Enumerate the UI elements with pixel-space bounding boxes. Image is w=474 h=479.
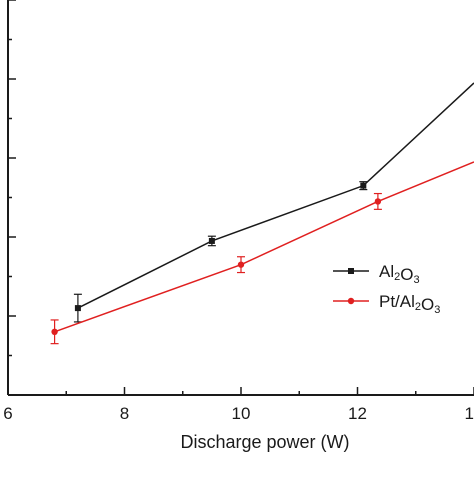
legend-marker xyxy=(348,268,354,274)
x-tick-label: 12 xyxy=(348,404,367,423)
x-tick-label: 10 xyxy=(232,404,251,423)
legend-label: Pt/Al2O3 xyxy=(379,292,440,316)
legend-text: O xyxy=(421,295,434,314)
x-tick-label: 8 xyxy=(120,404,129,423)
legend-text: O xyxy=(400,265,413,284)
data-point xyxy=(360,182,367,189)
legend-subscript: 3 xyxy=(434,304,440,316)
legend-text: Al xyxy=(379,262,394,281)
legend-label: Al2O3 xyxy=(379,262,420,286)
data-point xyxy=(374,198,382,205)
data-point xyxy=(51,328,58,335)
x-tick-label: 14 xyxy=(465,404,474,423)
plot-series xyxy=(50,82,474,345)
data-point xyxy=(74,305,81,312)
series-line xyxy=(77,82,474,309)
legend-subscript: 3 xyxy=(413,274,419,286)
series-1 xyxy=(50,161,474,345)
x-tick-label: 6 xyxy=(3,404,12,423)
legend-subscript: 2 xyxy=(394,271,400,283)
data-point xyxy=(237,261,245,268)
legend-item-1: Pt/Al2O3 xyxy=(333,292,440,316)
series-line xyxy=(54,161,474,333)
legend-marker xyxy=(347,297,355,305)
data-point xyxy=(208,237,215,244)
axes: 6 8 10 12 14 xyxy=(3,0,474,423)
legend-subscript: 2 xyxy=(415,301,421,313)
legend-item-0: Al2O3 xyxy=(333,262,420,286)
legend-text: Pt/Al xyxy=(379,292,415,311)
x-axis-label: Discharge power (W) xyxy=(180,432,349,452)
series-0 xyxy=(73,82,474,323)
